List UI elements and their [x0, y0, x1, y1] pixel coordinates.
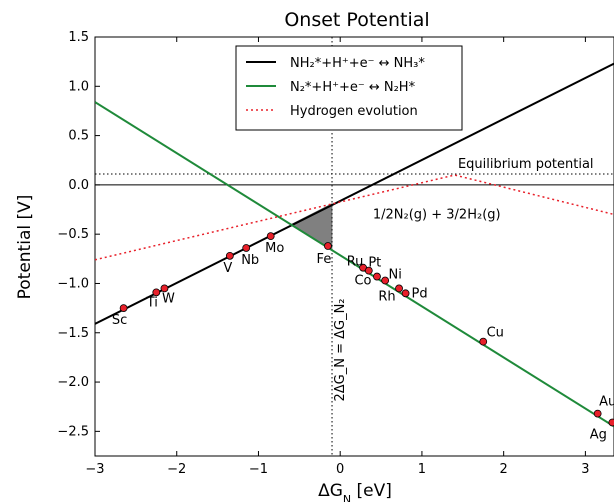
- y-tick-label: 1.0: [68, 79, 89, 94]
- legend-box: [235, 45, 463, 131]
- metal-label-sc: Sc: [112, 313, 127, 328]
- metal-point-rh: [395, 284, 403, 293]
- y-tick-label: −0.5: [57, 227, 89, 242]
- x-tick-label: −2: [167, 462, 186, 477]
- legend: NH₂*+H⁺+e⁻ ↔ NH₃* N₂*+H⁺+e⁻ ↔ N₂H* Hydroge…: [235, 45, 463, 131]
- series-line-1: [95, 101, 614, 428]
- x-tick-label: 0: [336, 462, 344, 477]
- y-tick-label: −2.5: [57, 424, 89, 439]
- metal-point-fe: [324, 242, 332, 250]
- legend-label-0: NH₂*+H⁺+e⁻ ↔ NH₃*: [290, 56, 425, 71]
- metal-label-au: Au: [599, 395, 614, 410]
- metal-point-sc: [119, 304, 128, 313]
- y-tick-label: −2.0: [57, 375, 89, 390]
- metal-point-ag: [608, 418, 614, 427]
- metal-point-ni: [381, 276, 390, 285]
- x-axis: −3 −2 −1 0 1 2 3: [85, 37, 590, 477]
- y-tick-label: 1.5: [68, 30, 89, 45]
- metal-point-cu: [479, 337, 488, 346]
- metal-label-pd: Pd: [412, 286, 428, 301]
- metal-point-v: [225, 251, 234, 260]
- metal-label-nb: Nb: [241, 253, 259, 268]
- metal-point-nb: [242, 244, 251, 252]
- vertical-annotation: 2ΔG_N = ΔG_N₂: [333, 298, 348, 401]
- metal-point-au: [593, 409, 602, 418]
- metal-label-mo: Mo: [265, 241, 284, 256]
- metal-label-v: V: [223, 261, 232, 276]
- x-tick-label: −1: [249, 462, 268, 477]
- y-tick-label: 0.5: [68, 129, 89, 144]
- equilibrium-annotation: Equilibrium potential: [458, 157, 594, 172]
- chart-title: Onset Potential: [284, 9, 429, 31]
- metal-point-ti: [152, 288, 161, 297]
- metal-label-rh: Rh: [378, 289, 395, 304]
- metal-label-w: W: [162, 291, 175, 306]
- series-line-0: [95, 62, 614, 325]
- n2-h2-annotation: 1/2N₂(g) + 3/2H₂(g): [373, 207, 501, 222]
- x-tick-label: 1: [418, 462, 426, 477]
- y-tick-label: 0.0: [68, 178, 89, 193]
- metal-label-cu: Cu: [487, 326, 504, 341]
- x-tick-label: 3: [581, 462, 589, 477]
- metal-point-pt: [364, 266, 373, 275]
- legend-label-2: Hydrogen evolution: [290, 104, 418, 119]
- metal-label-pt: Pt: [368, 256, 381, 271]
- x-tick-label: −3: [85, 462, 104, 477]
- x-axis-title: ΔGN [eV]: [318, 481, 392, 502]
- y-axis: −2.5 −2.0 −1.5 −1.0 −0.5 0.0 0.5 1.0 1.5: [57, 30, 100, 439]
- metal-point-mo: [266, 232, 275, 241]
- metal-label-fe: Fe: [317, 252, 332, 267]
- metal-label-ni: Ni: [388, 268, 401, 283]
- y-axis-title: Potential [V]: [15, 195, 35, 300]
- y-tick-label: −1.0: [57, 276, 89, 291]
- y-tick-label: −1.5: [57, 326, 89, 341]
- metal-label-ti: Ti: [146, 295, 158, 310]
- x-tick-label: 2: [500, 462, 508, 477]
- legend-label-1: N₂*+H⁺+e⁻ ↔ N₂H*: [290, 80, 416, 95]
- metal-label-ru: Ru: [347, 255, 364, 270]
- metal-point-pd: [401, 289, 410, 298]
- metal-point-co: [373, 272, 381, 281]
- metal-point-w: [160, 284, 169, 293]
- metal-label-ag: Ag: [590, 427, 607, 442]
- metal-label-co: Co: [354, 274, 371, 289]
